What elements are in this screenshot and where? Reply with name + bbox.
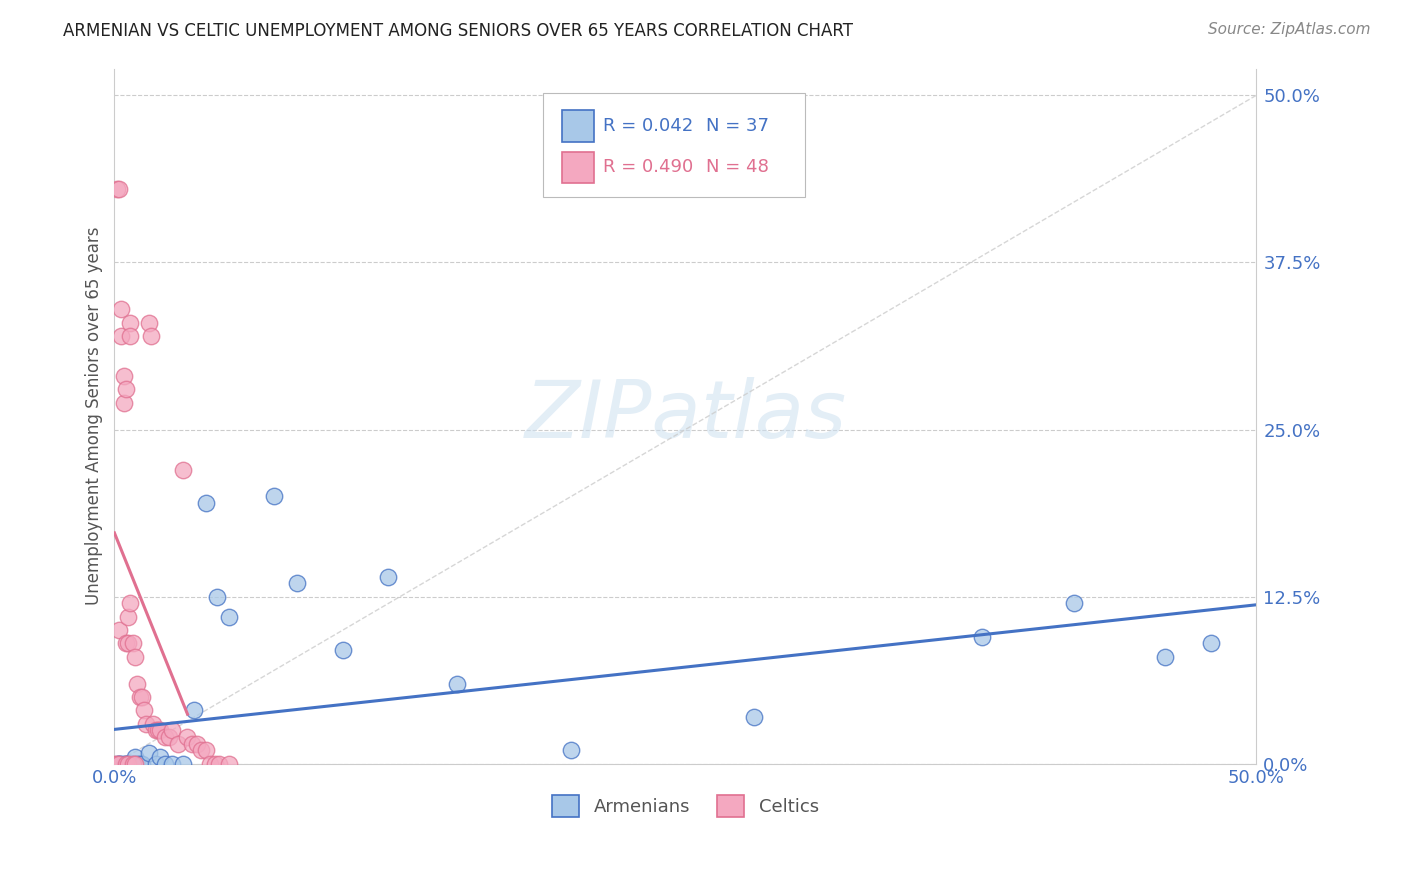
Point: [181, 737, 204, 751]
Point: [127, 756, 149, 771]
Point: [117, 636, 139, 650]
Point: [132, 703, 155, 717]
Point: [1154, 649, 1177, 664]
Point: [108, 756, 131, 771]
Point: [139, 329, 162, 343]
Point: [183, 703, 205, 717]
FancyBboxPatch shape: [543, 93, 806, 197]
Point: [135, 716, 157, 731]
Point: [205, 590, 228, 604]
Point: [131, 756, 153, 771]
Point: [112, 369, 135, 384]
Text: R = 0.042: R = 0.042: [603, 117, 693, 135]
Point: [218, 756, 240, 771]
Point: [108, 182, 131, 196]
Point: [117, 756, 139, 771]
Point: [121, 756, 143, 771]
Point: [742, 710, 765, 724]
Point: [112, 756, 135, 771]
Point: [149, 750, 172, 764]
Point: [190, 743, 212, 757]
Point: [114, 756, 136, 771]
Point: [157, 730, 180, 744]
FancyBboxPatch shape: [562, 152, 595, 183]
Text: Source: ZipAtlas.com: Source: ZipAtlas.com: [1208, 22, 1371, 37]
Point: [121, 756, 143, 771]
Point: [446, 676, 468, 690]
Point: [110, 756, 132, 771]
Y-axis label: Unemployment Among Seniors over 65 years: Unemployment Among Seniors over 65 years: [86, 227, 103, 606]
Point: [120, 329, 142, 343]
Point: [114, 636, 136, 650]
Point: [120, 596, 142, 610]
Point: [194, 743, 217, 757]
Point: [263, 490, 285, 504]
Point: [208, 756, 231, 771]
Text: N = 48: N = 48: [706, 158, 769, 177]
Point: [142, 716, 165, 731]
Point: [1199, 636, 1222, 650]
Point: [105, 756, 128, 771]
Point: [285, 576, 308, 591]
Point: [108, 623, 131, 637]
Point: [172, 756, 194, 771]
Text: R = 0.490: R = 0.490: [603, 158, 693, 177]
Point: [167, 737, 190, 751]
Point: [110, 329, 132, 343]
Point: [138, 316, 160, 330]
Point: [176, 730, 198, 744]
Point: [153, 756, 176, 771]
Point: [105, 756, 128, 771]
Point: [172, 463, 194, 477]
Point: [200, 756, 222, 771]
Point: [108, 756, 131, 771]
Point: [153, 730, 176, 744]
Point: [117, 609, 139, 624]
Point: [114, 383, 136, 397]
Point: [377, 569, 399, 583]
Point: [105, 182, 128, 196]
Point: [149, 723, 172, 738]
Point: [560, 743, 582, 757]
Point: [124, 756, 146, 771]
FancyBboxPatch shape: [562, 111, 595, 142]
Point: [124, 750, 146, 764]
Point: [972, 630, 994, 644]
Point: [120, 756, 142, 771]
Point: [121, 756, 143, 771]
Point: [186, 737, 208, 751]
Point: [194, 496, 217, 510]
Point: [160, 723, 183, 738]
Point: [160, 756, 183, 771]
Point: [127, 676, 149, 690]
Point: [117, 756, 139, 771]
Point: [145, 723, 167, 738]
Point: [332, 643, 354, 657]
Point: [145, 756, 167, 771]
Point: [128, 690, 150, 704]
Point: [131, 690, 153, 704]
Point: [146, 723, 169, 738]
Point: [218, 609, 240, 624]
Point: [138, 746, 160, 760]
Point: [110, 302, 132, 317]
Point: [114, 756, 136, 771]
Point: [117, 756, 139, 771]
Point: [1063, 596, 1085, 610]
Point: [121, 636, 143, 650]
Point: [204, 756, 226, 771]
Point: [103, 756, 125, 771]
Legend: Armenians, Celtics: Armenians, Celtics: [544, 788, 825, 824]
Point: [108, 756, 131, 771]
Point: [112, 396, 135, 410]
Point: [128, 756, 150, 771]
Point: [114, 756, 136, 771]
Point: [124, 649, 146, 664]
Point: [120, 316, 142, 330]
Text: N = 37: N = 37: [706, 117, 769, 135]
Text: ZIPatlas: ZIPatlas: [524, 377, 846, 455]
Text: ARMENIAN VS CELTIC UNEMPLOYMENT AMONG SENIORS OVER 65 YEARS CORRELATION CHART: ARMENIAN VS CELTIC UNEMPLOYMENT AMONG SE…: [63, 22, 853, 40]
